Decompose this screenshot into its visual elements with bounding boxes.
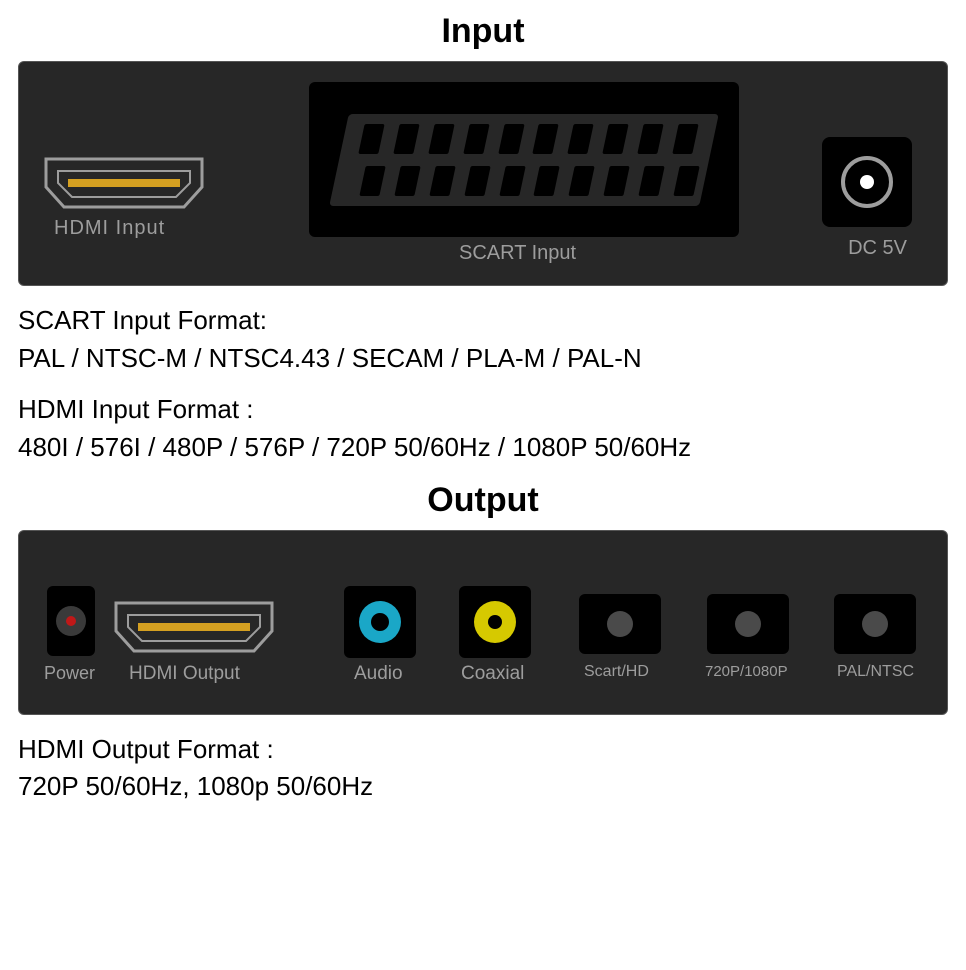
hdmi-out-format-body: 720P 50/60Hz, 1080p 50/60Hz xyxy=(18,768,948,806)
power-label: Power xyxy=(44,663,95,684)
scart-pin-icon xyxy=(602,124,628,154)
scart-hd-label: Scart/HD xyxy=(584,663,649,681)
output-title: Output xyxy=(12,481,954,520)
button-cap-icon xyxy=(735,611,761,637)
scart-port xyxy=(309,82,739,237)
scart-pin-icon xyxy=(428,124,454,154)
scart-pin-icon xyxy=(498,124,524,154)
scart-pin-icon xyxy=(394,166,420,196)
audio-ring-icon xyxy=(359,601,401,643)
scart-pins-icon xyxy=(329,114,719,206)
resolution-label: 720P/1080P xyxy=(705,663,788,680)
audio-jack xyxy=(344,586,416,658)
input-title: Input xyxy=(12,12,954,51)
hdmi-in-format-block: HDMI Input Format : 480I / 576I / 480P /… xyxy=(18,391,948,466)
power-button-icon xyxy=(47,586,95,656)
dc-jack xyxy=(822,137,912,227)
hdmi-input-port xyxy=(44,157,204,209)
scart-pin-icon xyxy=(464,166,490,196)
hdmi-in-format-body: 480I / 576I / 480P / 576P / 720P 50/60Hz… xyxy=(18,429,948,467)
scart-pin-icon xyxy=(359,166,385,196)
coaxial-jack xyxy=(459,586,531,658)
audio-hole-icon xyxy=(371,613,389,631)
coaxial-label: Coaxial xyxy=(461,663,524,685)
scart-format-header: SCART Input Format: xyxy=(18,302,948,340)
scart-format-block: SCART Input Format: PAL / NTSC-M / NTSC4… xyxy=(18,302,948,377)
scart-pin-icon xyxy=(499,166,525,196)
scart-hd-button xyxy=(579,594,661,654)
coax-hole-icon xyxy=(488,615,502,629)
scart-pin-icon xyxy=(463,124,489,154)
scart-pin-icon xyxy=(568,124,594,154)
scart-pin-icon xyxy=(393,124,419,154)
coax-ring-icon xyxy=(474,601,516,643)
scart-pin-icon xyxy=(533,124,559,154)
hdmi-output-label: HDMI Output xyxy=(129,663,240,685)
scart-pin-icon xyxy=(358,124,384,154)
hdmi-out-format-block: HDMI Output Format : 720P 50/60Hz, 1080p… xyxy=(18,731,948,806)
button-cap-icon xyxy=(862,611,888,637)
scart-format-body: PAL / NTSC-M / NTSC4.43 / SECAM / PLA-M … xyxy=(18,340,948,378)
dc-ring-icon xyxy=(841,156,893,208)
palntsc-label: PAL/NTSC xyxy=(837,663,914,681)
scart-pin-icon xyxy=(637,124,663,154)
hdmi-input-label: HDMI Input xyxy=(54,217,165,240)
dc-pin-icon xyxy=(860,175,874,189)
audio-label: Audio xyxy=(354,663,403,685)
scart-pin-icon xyxy=(603,166,629,196)
scart-pin-icon xyxy=(673,166,699,196)
button-cap-icon xyxy=(607,611,633,637)
palntsc-button xyxy=(834,594,916,654)
scart-label: SCART Input xyxy=(459,242,576,265)
input-panel: HDMI Input SCART Input DC 5V xyxy=(18,61,948,286)
dc-label: DC 5V xyxy=(848,237,907,260)
scart-pin-icon xyxy=(672,124,698,154)
resolution-button xyxy=(707,594,789,654)
scart-pin-icon xyxy=(429,166,455,196)
hdmi-out-format-header: HDMI Output Format : xyxy=(18,731,948,769)
scart-pin-icon xyxy=(534,166,560,196)
scart-pin-icon xyxy=(569,166,595,196)
scart-pin-icon xyxy=(638,166,664,196)
hdmi-in-format-header: HDMI Input Format : xyxy=(18,391,948,429)
hdmi-output-port xyxy=(114,601,274,653)
output-panel: Power HDMI Output Audio Coaxial Scart/HD… xyxy=(18,530,948,715)
